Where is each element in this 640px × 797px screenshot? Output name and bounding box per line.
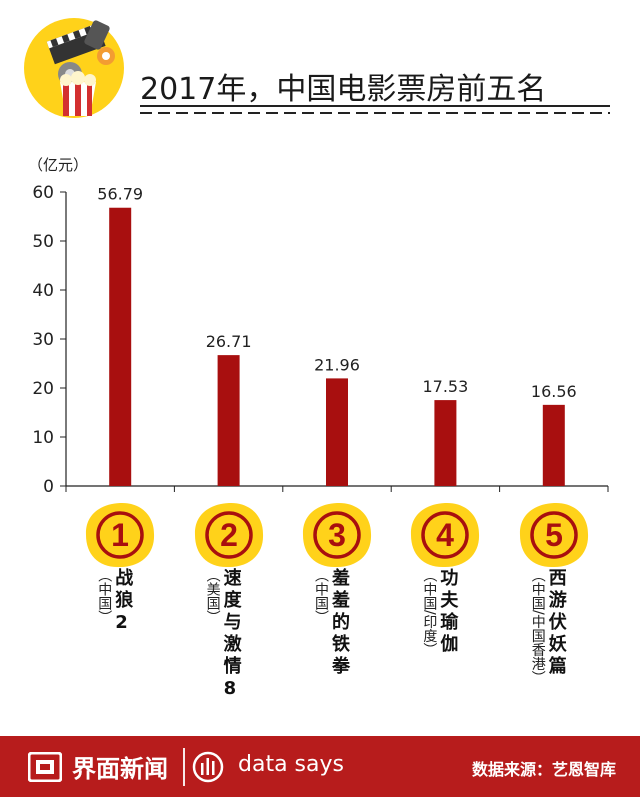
category-origin: （中国） bbox=[313, 568, 329, 624]
brand-name: 界面新闻 bbox=[72, 755, 168, 783]
bar bbox=[434, 400, 457, 486]
category-label-group: （中国） 战狼2 bbox=[85, 568, 155, 698]
category-label-group: （中国/印度） 功夫瑜伽 bbox=[410, 568, 480, 698]
rank-badge: 3 bbox=[300, 500, 374, 570]
category-name: 西游伏妖篇 bbox=[548, 568, 567, 677]
rank-number: 4 bbox=[436, 517, 454, 553]
y-tick-label: 50 bbox=[32, 232, 54, 252]
rank-badge: 2 bbox=[192, 500, 266, 570]
category-name: 速度与激情8 bbox=[223, 568, 242, 699]
bar bbox=[109, 207, 132, 486]
y-axis: 0 10 20 30 40 50 60 bbox=[32, 183, 608, 497]
rank-badge: 5 bbox=[517, 500, 591, 570]
category-label-group: （中国/中国香港） 西游伏妖篇 bbox=[519, 568, 589, 698]
y-tick-label: 40 bbox=[32, 281, 54, 301]
category-name: 羞羞的铁拳 bbox=[332, 568, 350, 677]
category-origin: （中国/中国香港） bbox=[529, 568, 546, 685]
footer-bar: 界面新闻 data says 数据来源：艺恩智库 bbox=[0, 736, 640, 797]
category-label-group: （中国） 羞羞的铁拳 bbox=[302, 568, 372, 698]
bar-value-label: 21.96 bbox=[314, 355, 360, 374]
bar-value-label: 16.56 bbox=[531, 382, 577, 401]
rank-number: 1 bbox=[111, 517, 129, 553]
jiemian-logo-icon bbox=[28, 752, 62, 782]
rank-badge: 4 bbox=[408, 500, 482, 570]
data-says-icon bbox=[192, 751, 224, 783]
footer-divider bbox=[183, 748, 185, 786]
y-tick-label: 0 bbox=[43, 477, 54, 497]
rank-badge: 1 bbox=[83, 500, 157, 570]
bar bbox=[542, 404, 565, 486]
category-origin: （中国） bbox=[96, 568, 113, 624]
bar-value-label: 17.53 bbox=[422, 377, 468, 396]
tagline: data says bbox=[238, 752, 344, 777]
y-tick-label: 60 bbox=[32, 183, 54, 203]
rank-number: 2 bbox=[220, 517, 238, 553]
category-label-group: （美国） 速度与激情8 bbox=[194, 568, 264, 699]
category-name: 战狼2 bbox=[115, 568, 134, 633]
y-tick-label: 20 bbox=[32, 379, 54, 399]
category-origin: （美国） bbox=[204, 568, 221, 624]
category-name: 功夫瑜伽 bbox=[440, 568, 459, 655]
title-underline bbox=[140, 105, 610, 114]
page-title: 2017年，中国电影票房前五名 bbox=[140, 72, 547, 107]
category-origin: （中国/印度） bbox=[421, 568, 438, 657]
rank-number: 5 bbox=[545, 517, 563, 553]
bar-chart: （亿元） 0 10 20 30 40 50 60 56.79 26.71 21.96 17.53 1… bbox=[28, 156, 609, 497]
y-axis-title: （亿元） bbox=[28, 156, 88, 174]
bar bbox=[217, 355, 240, 486]
svg-text:★: ★ bbox=[108, 17, 119, 31]
bar bbox=[326, 378, 348, 486]
y-tick-label: 10 bbox=[32, 428, 54, 448]
bar-value-label: 56.79 bbox=[97, 185, 143, 204]
movie-popcorn-logo: ★ bbox=[24, 17, 124, 118]
data-source: 数据来源：艺恩智库 bbox=[471, 760, 616, 779]
bars: 56.79 26.71 21.96 17.53 16.56 bbox=[65, 185, 609, 492]
rank-number: 3 bbox=[328, 517, 346, 553]
bar-value-label: 26.71 bbox=[206, 332, 252, 351]
y-tick-label: 30 bbox=[32, 330, 54, 350]
